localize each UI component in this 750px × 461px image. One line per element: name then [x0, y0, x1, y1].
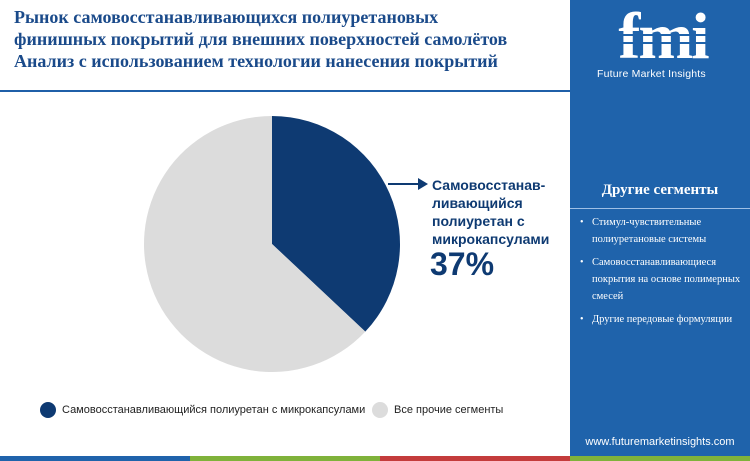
callout-label: Самовосстанав-ливающийся полиуретан с ми…	[432, 177, 550, 247]
pie-chart	[144, 116, 428, 372]
legend-swatch-microcapsule	[40, 402, 56, 418]
segments-divider	[570, 208, 750, 209]
bottom-bar-red	[380, 456, 570, 461]
callout-value: 37%	[430, 246, 495, 282]
other-segments-list: Стимул-чувствительные полиуретановые сис…	[580, 214, 742, 334]
chart-legend: Самовосстанавливающийся полиуретан с мик…	[40, 402, 503, 418]
legend-item-microcapsule: Самовосстанавливающийся полиуретан с мик…	[40, 402, 372, 418]
bottom-bar-green-2	[570, 456, 750, 461]
title-line-2: финишных покрытий для внешних поверхност…	[14, 29, 508, 49]
pie-slice-others	[144, 116, 366, 372]
other-segments-heading: Другие сегменты	[601, 182, 719, 198]
fmi-logo-icon: fmi	[598, 4, 728, 64]
pie-slice-microcapsule	[272, 116, 400, 332]
title-line-1: Рынок самовосстанавливающихся полиуретан…	[14, 7, 439, 27]
legend-item-others: Все прочие сегменты	[372, 402, 503, 418]
brand-subtitle: Future Market Insights	[597, 68, 706, 80]
legend-label-others: Все прочие сегменты	[394, 404, 504, 416]
title-line-3: Анализ с использованием технологии нанес…	[14, 51, 498, 71]
segment-item: Другие передовые формуляции	[580, 311, 742, 328]
segment-item: Самовосстанавливающиеся покрытия на осно…	[580, 254, 742, 305]
legend-label-microcapsule: Самовосстанавливающийся полиуретан с мик…	[62, 404, 366, 416]
callout-arrow	[388, 178, 428, 190]
legend-swatch-others	[372, 402, 388, 418]
bottom-bar-blue	[0, 456, 190, 461]
bottom-bar-green	[190, 456, 380, 461]
segment-item: Стимул-чувствительные полиуретановые сис…	[580, 214, 742, 248]
page-title: Рынок самовосстанавливающихся полиуретан…	[14, 6, 559, 72]
title-divider	[0, 90, 570, 92]
website-url[interactable]: www.futuremarketinsights.com	[585, 436, 735, 448]
